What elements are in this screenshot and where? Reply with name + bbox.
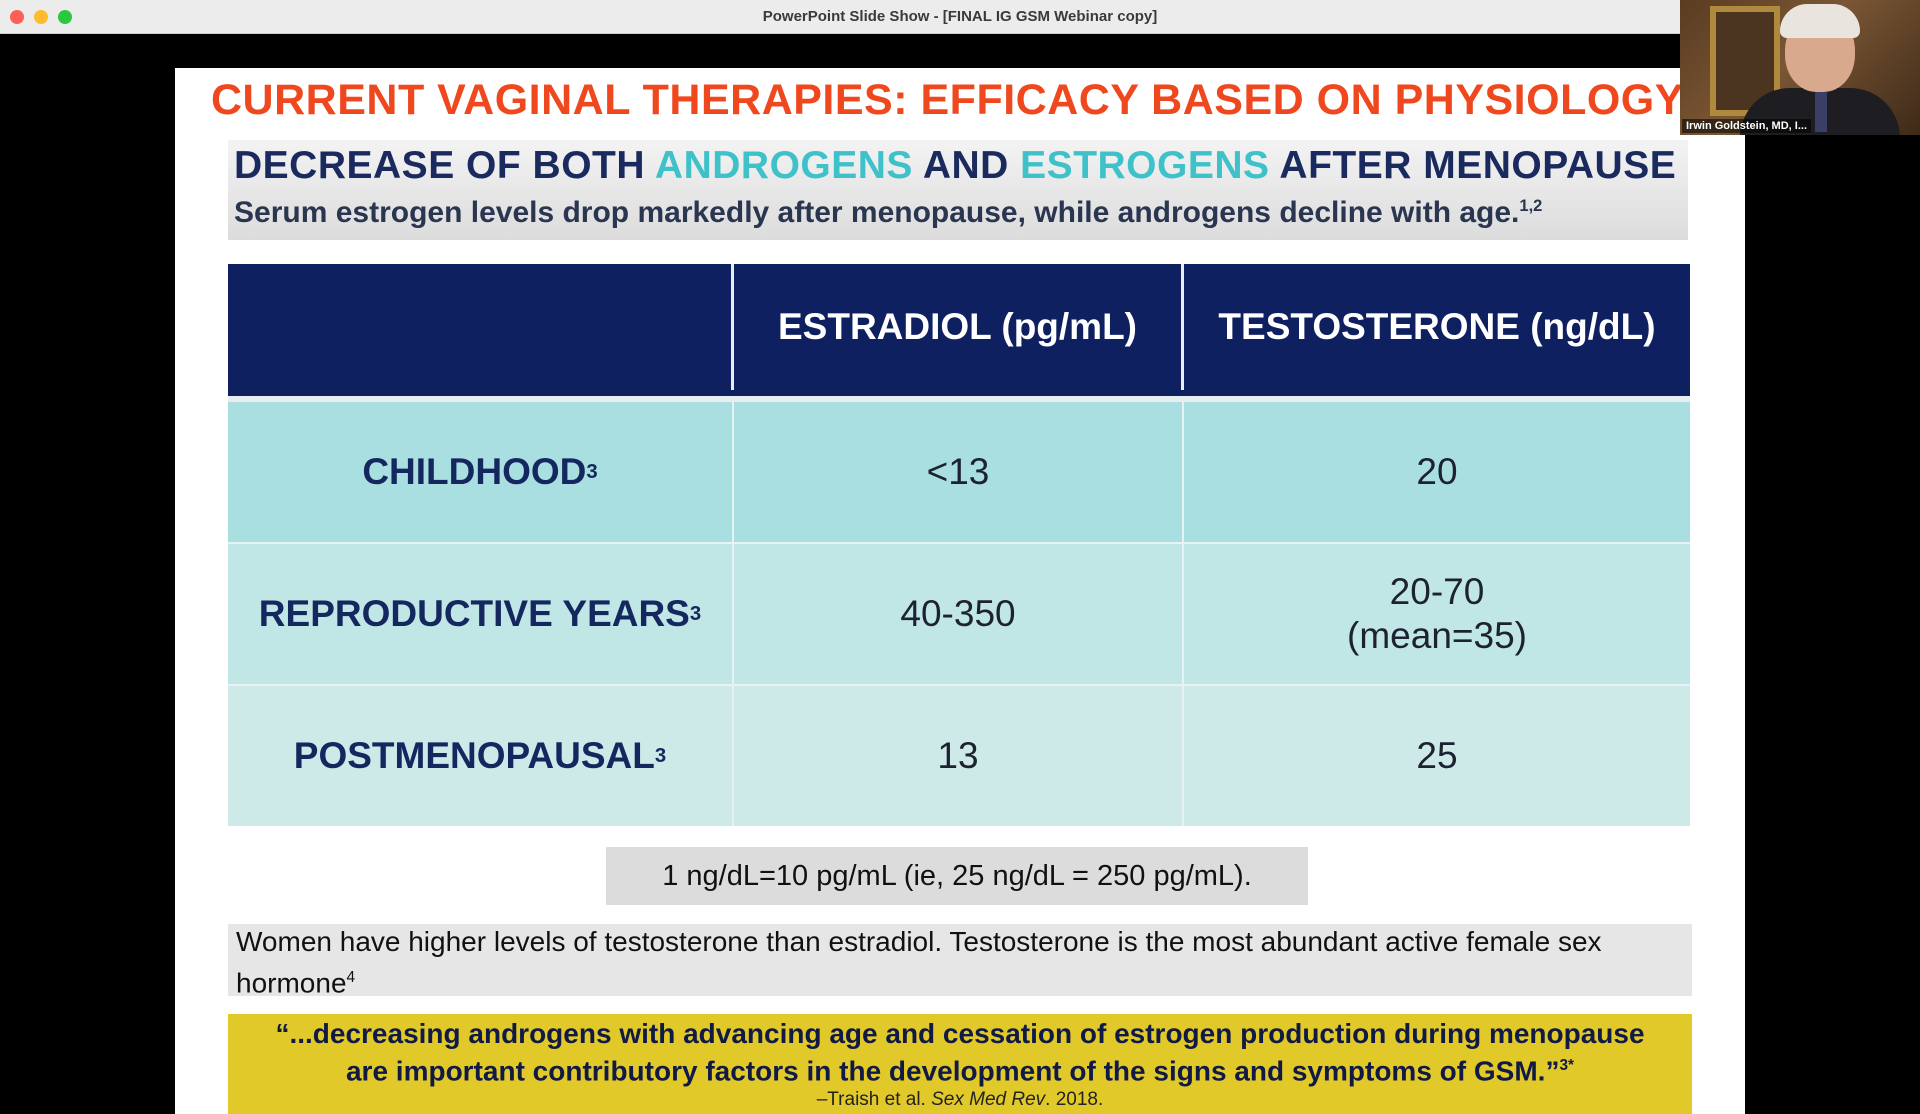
webcam-thumbnail[interactable]: Irwin Goldstein, MD, I... [1680, 0, 1920, 135]
citation-prefix: –Traish et al. [816, 1089, 932, 1111]
row-label-text: POSTMENOPAUSAL [293, 735, 655, 776]
table-header-testosterone: TESTOSTERONE (ng/dL) [1218, 306, 1656, 347]
hormone-table: ESTRADIOL (pg/mL) TESTOSTERONE (ng/dL) C… [228, 264, 1690, 826]
banner-heading-androgens: ANDROGENS [654, 144, 913, 187]
speaker-tie [1815, 92, 1827, 132]
citation-suffix: . 2018. [1045, 1089, 1104, 1111]
row-label-text: REPRODUCTIVE YEARS [258, 593, 690, 634]
banner: DECREASE OF BOTH ANDROGENS AND ESTROGENS… [228, 140, 1688, 240]
estradiol-value: <13 [734, 402, 1184, 542]
info-box: Women have higher levels of testosterone… [228, 924, 1692, 999]
speaker-hair [1780, 4, 1860, 38]
window-titlebar: PowerPoint Slide Show - [FINAL IG GSM We… [0, 0, 1920, 34]
banner-subheading-text: Serum estrogen levels drop markedly afte… [234, 196, 1520, 229]
banner-subheading-ref: 1,2 [1519, 197, 1543, 215]
row-label-text: CHILDHOOD [362, 451, 587, 492]
table-row: REPRODUCTIVE YEARS 3 40-350 20-70 (mean=3… [228, 542, 1690, 684]
testosterone-mean: (mean=35) [1347, 615, 1527, 656]
citation-journal: Sex Med Rev [931, 1089, 1046, 1111]
minimize-window-button[interactable] [34, 10, 48, 24]
quote-citation: –Traish et al. Sex Med Rev. 2018. [228, 1089, 1692, 1111]
banner-heading-part2: AND [912, 144, 1021, 187]
banner-subheading: Serum estrogen levels drop markedly afte… [234, 196, 1542, 230]
row-label-ref: 3 [586, 460, 598, 483]
slideshow-stage: CURRENT VAGINAL THERAPIES: EFFICACY BASE… [0, 34, 1920, 1114]
estradiol-value: 40-350 [734, 544, 1184, 684]
info-ref: 4 [346, 969, 356, 986]
close-window-button[interactable] [10, 10, 24, 24]
slide[interactable]: CURRENT VAGINAL THERAPIES: EFFICACY BASE… [175, 68, 1745, 1114]
table-header-estradiol: ESTRADIOL (pg/mL) [734, 264, 1184, 390]
testosterone-value: 25 [1416, 735, 1458, 776]
row-label-ref: 3 [689, 602, 702, 625]
table-header-row: ESTRADIOL (pg/mL) TESTOSTERONE (ng/dL) [228, 264, 1690, 402]
row-label: POSTMENOPAUSAL 3 [228, 686, 734, 826]
conversion-note: 1 ng/dL=10 pg/mL (ie, 25 ng/dL = 250 pg/… [606, 847, 1308, 905]
banner-heading: DECREASE OF BOTH ANDROGENS AND ESTROGENS… [234, 144, 1676, 188]
banner-heading-part3: AFTER MENOPAUSE [1269, 144, 1677, 187]
maximize-window-button[interactable] [58, 10, 72, 24]
table-row: POSTMENOPAUSAL 3 13 25 [228, 684, 1690, 826]
quote-line2: are important contributory factors in th… [228, 1050, 1692, 1087]
testosterone-value: 20 [1416, 451, 1458, 492]
row-label-ref: 3 [654, 744, 667, 767]
banner-heading-part1: DECREASE OF BOTH [234, 144, 655, 187]
row-label: REPRODUCTIVE YEARS 3 [228, 544, 734, 684]
info-text: Women have higher levels of testosterone… [236, 926, 1602, 999]
testosterone-range: 20-70 [1389, 571, 1485, 612]
quote-line1: “...decreasing androgens with advancing … [275, 1018, 1645, 1049]
participant-name: Irwin Goldstein, MD, I... [1682, 119, 1812, 133]
table-header-empty [228, 264, 734, 390]
table-row: CHILDHOOD 3 <13 20 [228, 402, 1690, 542]
slide-title: CURRENT VAGINAL THERAPIES: EFFICACY BASE… [211, 76, 1684, 124]
quote-line2-text: are important contributory factors in th… [345, 1055, 1560, 1087]
banner-heading-estrogens: ESTROGENS [1020, 144, 1270, 187]
testosterone-value: 20-70 (mean=35) [1184, 544, 1690, 684]
quote-ref: 3* [1559, 1057, 1575, 1074]
quote-box: “...decreasing androgens with advancing … [228, 1014, 1692, 1114]
window-title: PowerPoint Slide Show - [FINAL IG GSM We… [762, 8, 1158, 25]
row-label: CHILDHOOD 3 [228, 402, 734, 542]
estradiol-value: 13 [734, 686, 1184, 826]
